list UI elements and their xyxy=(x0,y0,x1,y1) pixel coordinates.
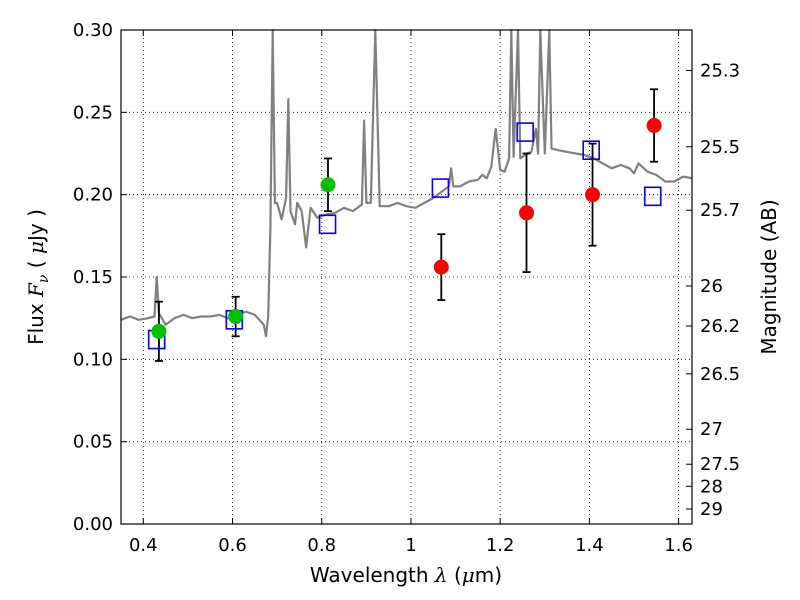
axis-ticks xyxy=(121,29,692,525)
y-tick-label: 0.05 xyxy=(73,432,113,453)
photometry-point xyxy=(585,187,601,203)
photometry-point-layer xyxy=(151,118,662,339)
y2-tick-label: 27 xyxy=(700,419,723,440)
x-tick-label: 1.4 xyxy=(575,535,604,556)
model-square xyxy=(582,140,600,161)
y2-axis-title: Magnitude (AB) xyxy=(757,199,781,354)
y-tick-label: 0.20 xyxy=(73,185,113,206)
model-square xyxy=(431,178,450,198)
y2-tick-label: 25.3 xyxy=(700,60,740,81)
x-tick-label: 1.6 xyxy=(664,535,693,556)
y-tick-label: 0.15 xyxy=(73,267,113,288)
x-tick-label: 1 xyxy=(405,535,416,556)
x-tick-label: 0.8 xyxy=(307,535,336,556)
y2-tick-label: 29 xyxy=(700,499,723,520)
photometry-point xyxy=(320,177,336,193)
photometry-point xyxy=(646,118,662,134)
x-tick-label: 1.2 xyxy=(486,535,515,556)
y2-tick-label: 28 xyxy=(700,476,723,497)
y2-tick-label: 26.5 xyxy=(700,364,740,385)
y-tick-label: 0.25 xyxy=(73,102,113,123)
y-tick-label: 0.00 xyxy=(73,514,113,535)
y-tick-label: 0.10 xyxy=(73,349,113,370)
photometry-point xyxy=(433,259,449,275)
y2-tick-label: 26 xyxy=(700,276,723,297)
tick-labels: 0.4 0.6 0.8 1 1.2 1.4 1.6 0.00 0.05 0.10 0.15 0.20 0… xyxy=(73,20,740,556)
x-tick-label: 0.6 xyxy=(218,535,247,556)
x-axis-title: Wavelength λ (μm) xyxy=(310,563,502,587)
y2-tick-label: 25.7 xyxy=(700,200,740,221)
y-tick-label: 0.30 xyxy=(73,20,113,41)
photometry-point xyxy=(151,323,167,339)
y2-tick-label: 25.5 xyxy=(700,137,740,158)
y2-tick-label: 26.2 xyxy=(700,316,740,337)
x-tick-label: 0.4 xyxy=(129,535,158,556)
model-square xyxy=(318,214,337,235)
y2-tick-label: 27.5 xyxy=(700,454,740,475)
model-square xyxy=(516,122,534,142)
photometry-point xyxy=(518,205,534,221)
model-square xyxy=(643,186,662,207)
y-axis-title: Flux Fν ( μJy ) xyxy=(24,209,52,345)
photometry-point xyxy=(228,309,244,325)
